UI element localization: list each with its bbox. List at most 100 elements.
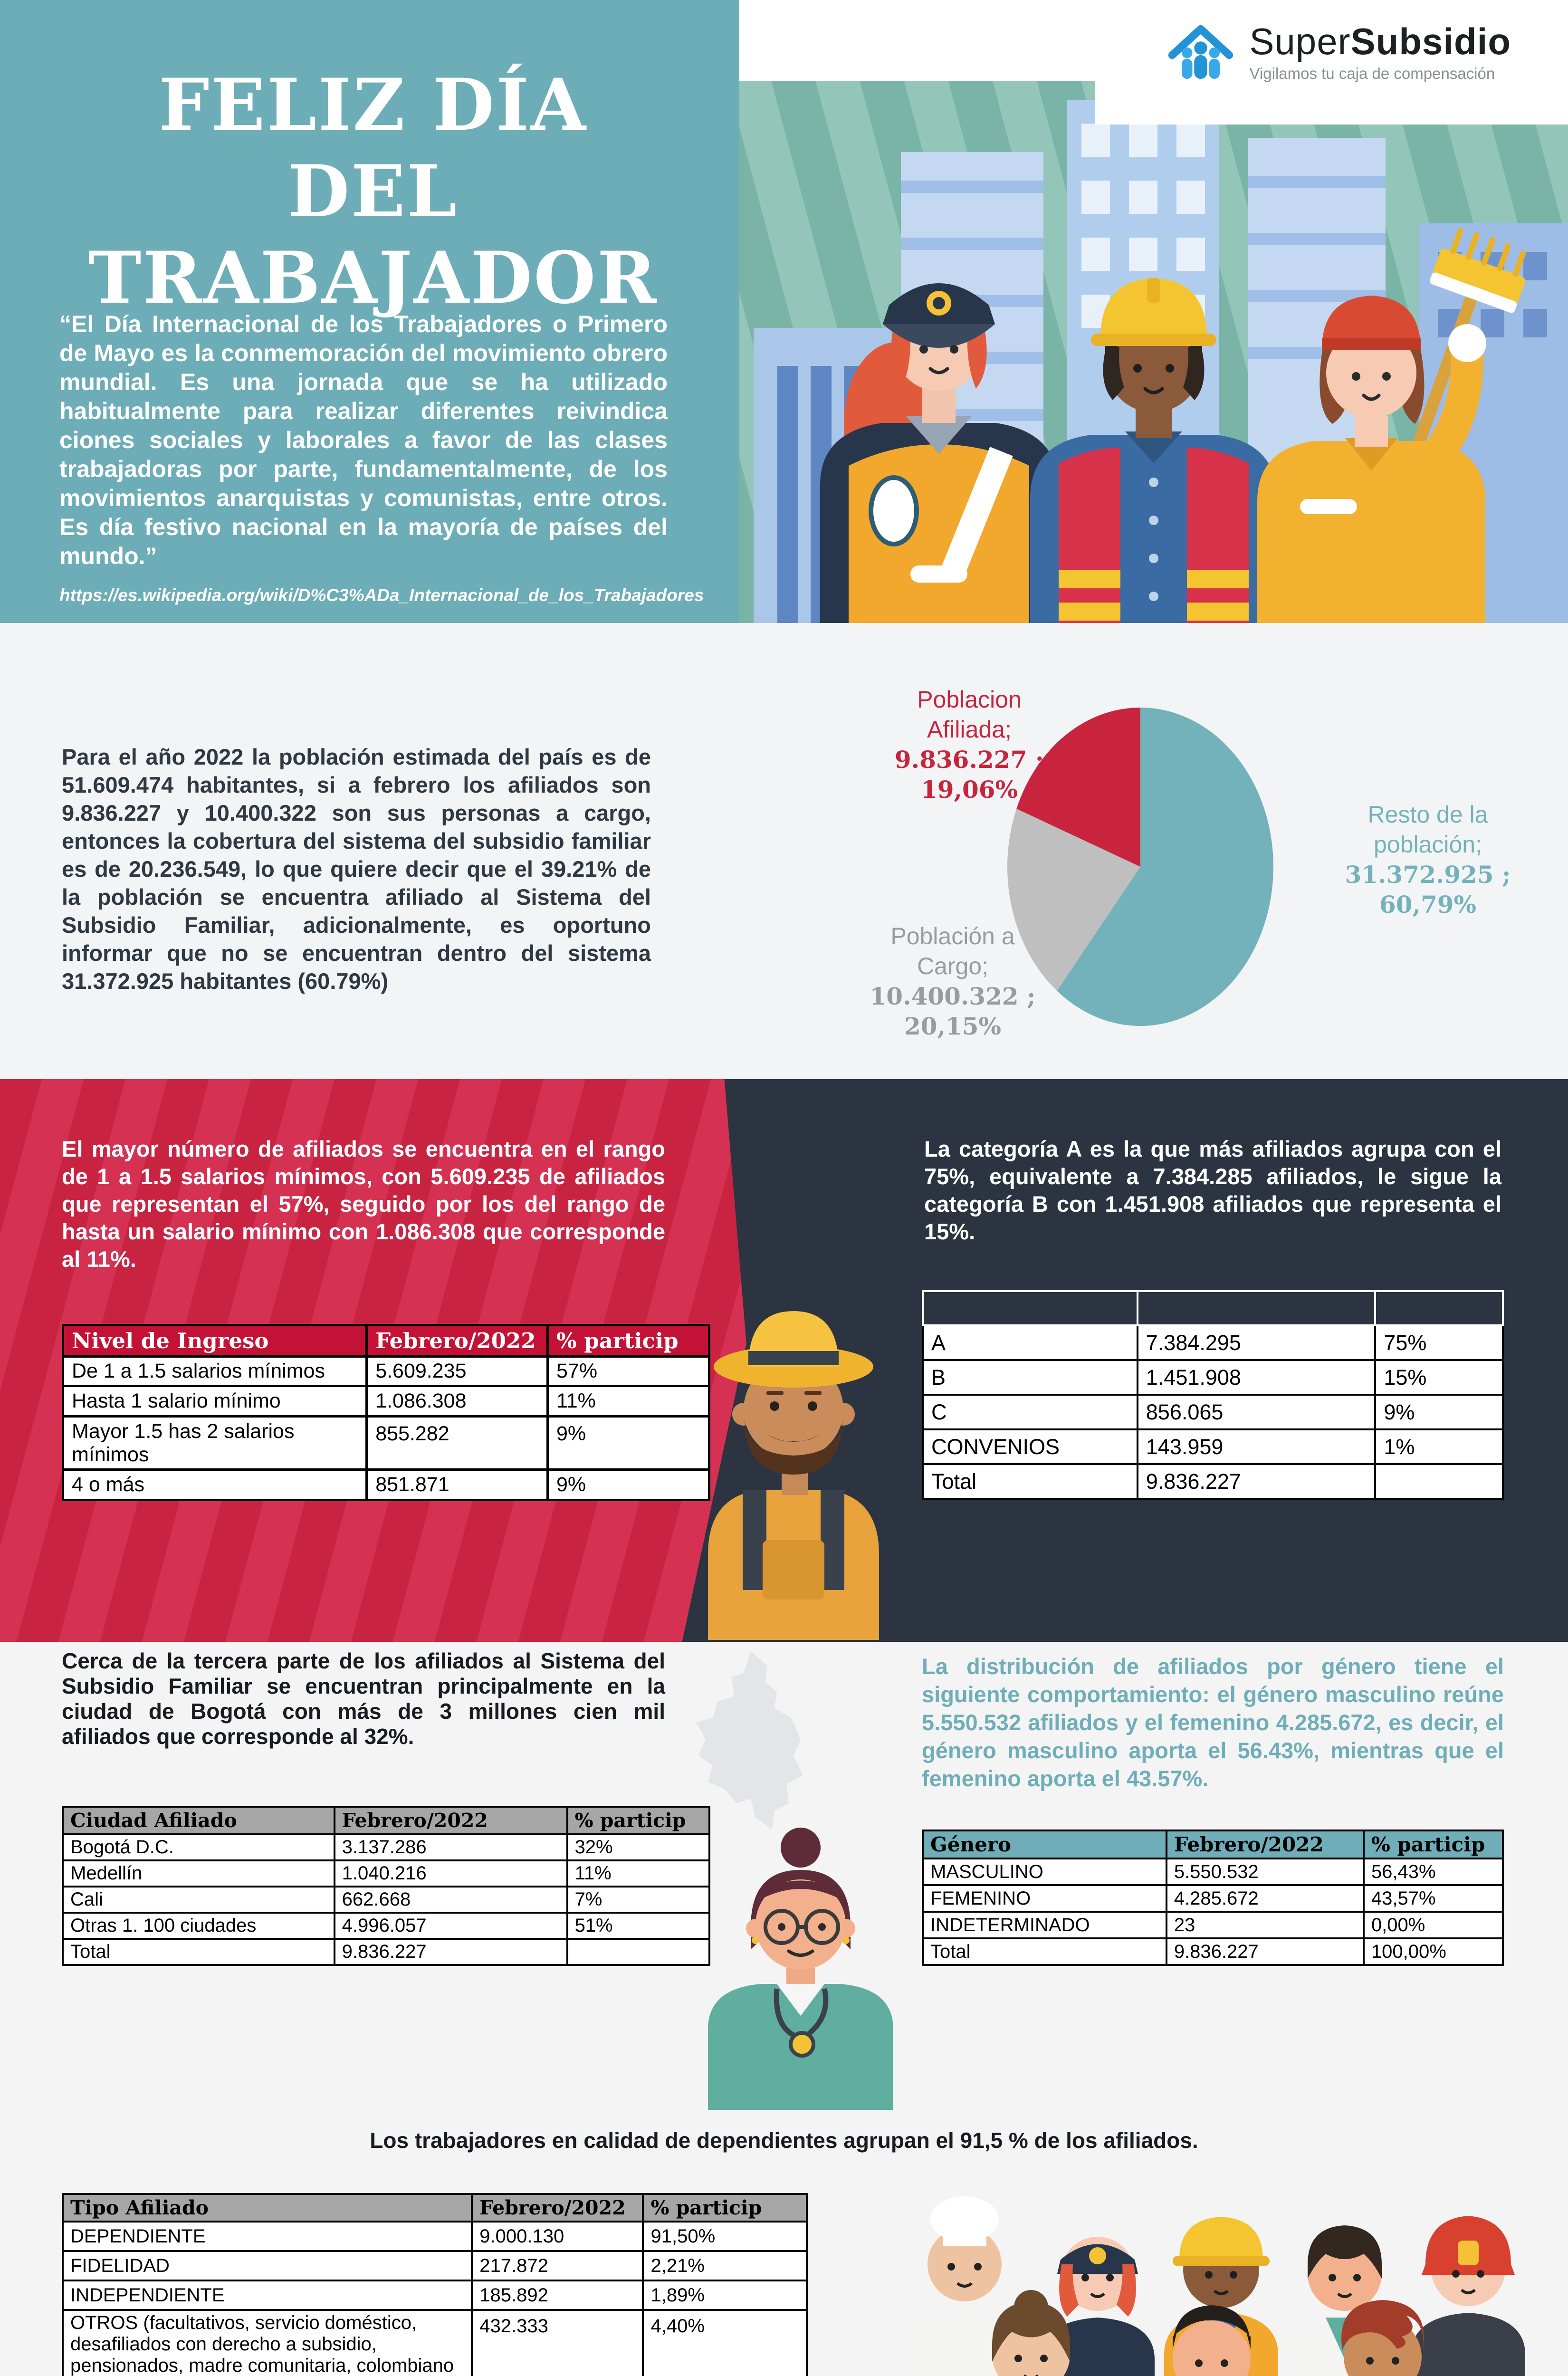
cell: OTROS (facultativos, servicio doméstico,… — [61, 2309, 473, 2376]
cell: 43,57% — [1362, 1884, 1504, 1913]
cell: INDEPENDIENTE — [61, 2280, 473, 2311]
table-header-row: Género Febrero/2022 % particip — [922, 1830, 1504, 1859]
table-row: Mayor 1.5 has 2 salarios mínimos 855.282… — [61, 1415, 711, 1471]
brand-tagline: Vigilamos tu caja de compensación — [1249, 65, 1495, 82]
cell: 1,89% — [642, 2280, 808, 2311]
city-table: Ciudad Afiliado Febrero/2022 % particip … — [62, 1806, 711, 1966]
cell: FEMENINO — [922, 1884, 1167, 1913]
pie-chart-svg — [1007, 708, 1273, 1026]
table-header-row: Tipo Afiliado Febrero/2022 % particip — [61, 2193, 808, 2223]
cell: 9.000.130 — [471, 2221, 644, 2252]
table-row: 4 o más 851.871 9% — [61, 1468, 711, 1501]
title-line: FELIZ DÍA — [159, 63, 587, 147]
col-header: % particip — [566, 1806, 711, 1835]
policewoman-figure — [820, 283, 1058, 623]
category-paragraph: La categoría A es la que más afiliados a… — [924, 1136, 1501, 1244]
table-row: FIDELIDAD 217.872 2,21% — [61, 2250, 808, 2281]
page-title: FELIZ DÍA DEL TRABAJADOR — [57, 62, 689, 321]
cell: 11% — [546, 1385, 711, 1418]
cell: 143.959 — [1136, 1428, 1377, 1465]
table-row: Hasta 1 salario mínimo 1.086.308 11% — [61, 1385, 711, 1418]
table-row: INDETERMINADO 23 0,00% — [922, 1911, 1504, 1939]
cell: 32% — [566, 1833, 711, 1861]
income-table: Nivel de Ingreso Febrero/2022 % particip… — [61, 1324, 711, 1501]
pie-slice-resto — [1057, 708, 1273, 1026]
cell: CONVENIOS — [922, 1428, 1138, 1465]
cell: 91,50% — [642, 2221, 808, 2252]
population-section: Para el año 2022 la población estimada d… — [0, 623, 1568, 1079]
cell: 185.892 — [471, 2280, 644, 2311]
table-row: DEPENDIENTE 9.000.130 91,50% — [61, 2221, 808, 2252]
cell: De 1 a 1.5 salarios mínimos — [61, 1355, 368, 1387]
population-paragraph: Para el año 2022 la población estimada d… — [62, 744, 651, 994]
brand-name: SuperSubsidio — [1250, 23, 1511, 60]
cell: 432.333 — [471, 2309, 644, 2376]
table-row: FEMENINO 4.285.672 43,57% — [922, 1884, 1504, 1913]
cell: 851.871 — [365, 1468, 549, 1501]
table-row: Total 9.836.227 100,00% — [922, 1937, 1504, 1966]
cell: INDETERMINADO — [922, 1911, 1167, 1939]
cell: 1.086.308 — [365, 1385, 549, 1418]
table-row: A 7.384.295 75% — [922, 1324, 1504, 1361]
income-category-section: El mayor número de afiliados se encuentr… — [0, 1079, 1568, 1642]
supersubsidio-logo-icon — [1168, 25, 1233, 79]
cell: 7% — [566, 1886, 711, 1914]
col-header — [922, 1290, 1138, 1326]
cell: 9.836.227 — [333, 1938, 568, 1966]
cell: 56,43% — [1362, 1858, 1504, 1886]
category-table: A 7.384.295 75% B 1.451.908 15% C 856.06… — [922, 1290, 1504, 1500]
cell: 2,21% — [642, 2250, 808, 2281]
cell: 4.285.672 — [1165, 1884, 1365, 1913]
cell: 15% — [1374, 1359, 1504, 1396]
cell: 51% — [566, 1912, 711, 1940]
workers-group-illustration — [879, 2122, 1544, 2376]
brand-suffix: Subsidio — [1350, 20, 1511, 62]
workers-illustration-svg — [754, 100, 1568, 623]
dependents-title: Los trabajadores en calidad de dependien… — [370, 2128, 1198, 2153]
table-header-row: Ciudad Afiliado Febrero/2022 % particip — [62, 1806, 711, 1835]
cell: 100,00% — [1362, 1937, 1504, 1966]
table-row: OTROS (facultativos, servicio doméstico,… — [61, 2309, 808, 2376]
cell: 1.040.216 — [333, 1859, 568, 1887]
cell — [1374, 1463, 1504, 1500]
col-header: Febrero/2022 — [365, 1324, 549, 1358]
col-header: % particip — [642, 2193, 808, 2223]
cell: 4,40% — [642, 2309, 808, 2376]
cell: 217.872 — [471, 2250, 644, 2281]
cell: Otras 1. 100 ciudades — [62, 1912, 335, 1940]
col-header: Febrero/2022 — [333, 1806, 568, 1835]
col-header: Género — [922, 1830, 1167, 1859]
table-row: Total 9.836.227 — [922, 1463, 1504, 1500]
pie-slice-cargo — [1007, 808, 1140, 991]
cell: 5.550.532 — [1165, 1858, 1365, 1886]
title-line: DEL — [287, 150, 459, 233]
cell: Mayor 1.5 has 2 salarios mínimos — [61, 1415, 368, 1471]
cell: 4 o más — [61, 1468, 368, 1501]
table-row: Cali 662.668 7% — [62, 1886, 711, 1914]
col-header: Nivel de Ingreso — [61, 1324, 368, 1358]
cell — [566, 1938, 711, 1966]
cell: FIDELIDAD — [61, 2250, 473, 2281]
logo-band: SuperSubsidio Vigilamos tu caja de compe… — [1095, 0, 1568, 125]
cell: Total — [922, 1937, 1167, 1966]
table-row: Medellín 1.040.216 11% — [62, 1859, 711, 1887]
cell: A — [922, 1324, 1138, 1361]
pie-label-cargo: Población a Cargo; 10.400.322 ; 20,15% — [870, 923, 1036, 1040]
cell: 9% — [1374, 1394, 1504, 1430]
cell: 1% — [1374, 1428, 1504, 1465]
cell: 7.384.295 — [1136, 1324, 1377, 1361]
doctor-illustration — [679, 1825, 917, 2110]
table-row: C 856.065 9% — [922, 1394, 1504, 1430]
cell: 75% — [1374, 1324, 1504, 1361]
cell: MASCULINO — [922, 1858, 1167, 1886]
cell: 9.836.227 — [1165, 1937, 1365, 1966]
table-header-row: Nivel de Ingreso Febrero/2022 % particip — [61, 1324, 711, 1358]
source-url: https://es.wikipedia.org/wiki/D%C3%ADa_I… — [59, 585, 704, 605]
col-header: % particip — [1362, 1830, 1504, 1859]
col-header — [1374, 1290, 1504, 1326]
col-header — [1136, 1290, 1377, 1326]
city-gender-section: Cerca de la tercera parte de los afiliad… — [0, 1642, 1568, 2376]
cell: Bogotá D.C. — [62, 1833, 335, 1861]
cell: 9% — [546, 1468, 711, 1501]
